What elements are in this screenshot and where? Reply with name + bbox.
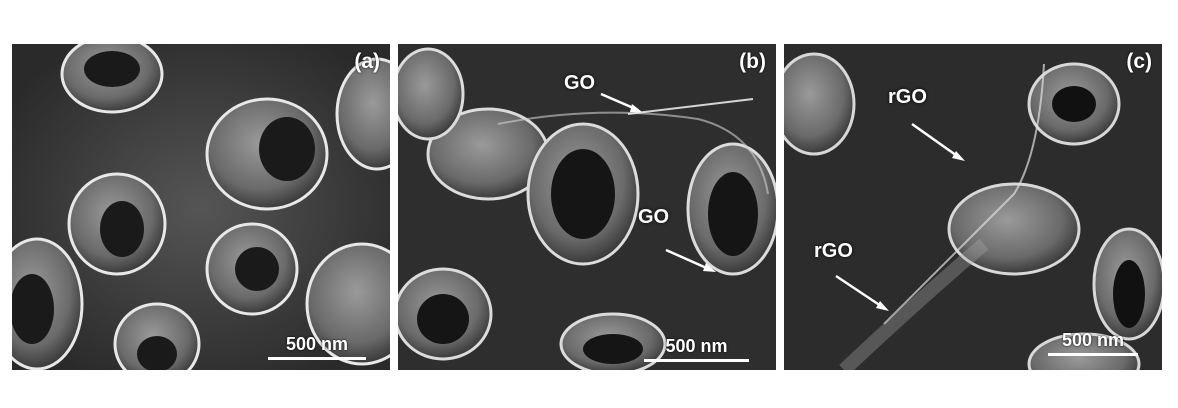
- nanotube-array-image-a: [12, 44, 390, 370]
- rgo-annotation-top: rGO: [888, 86, 927, 108]
- panel-label: (a): [354, 50, 380, 73]
- sem-panel-c: (c) rGO rGO 500 nm: [784, 44, 1162, 370]
- panel-label: (b): [739, 50, 766, 73]
- sem-panel-a: (a) 500 nm: [12, 44, 390, 370]
- go-annotation-bottom: GO: [638, 206, 670, 228]
- scale-bar: 500 nm: [268, 334, 366, 360]
- scale-bar: 500 nm: [1048, 330, 1138, 356]
- nanotube-rgo-image-c: [784, 44, 1162, 370]
- sem-panel-b: (b) GO GO 500 nm: [398, 44, 776, 370]
- scale-bar-line: [644, 359, 749, 362]
- panel-label: (c): [1126, 50, 1152, 73]
- scale-bar-text: 500 nm: [665, 336, 728, 356]
- scale-bar-line: [1048, 353, 1138, 356]
- nanotube-go-image-b: [398, 44, 776, 370]
- scale-bar: 500 nm: [644, 336, 749, 362]
- go-annotation-top: GO: [564, 72, 596, 94]
- scale-bar-line: [268, 357, 366, 360]
- scale-bar-text: 500 nm: [1061, 330, 1125, 350]
- scale-bar-text: 500 nm: [285, 334, 349, 354]
- rgo-annotation-bottom: rGO: [814, 240, 853, 262]
